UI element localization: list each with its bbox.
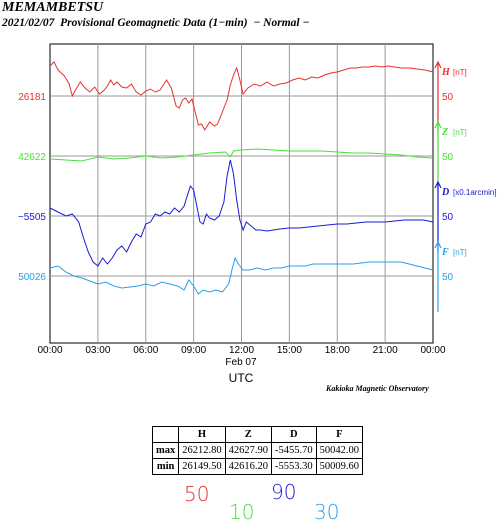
series-unit-z: [nT] <box>453 128 467 137</box>
stats-min-row: min 26149.50 42616.20 -5553.30 50009.60 <box>151 458 364 475</box>
base-label-d: −5505 <box>18 212 47 223</box>
axis-arrow-z <box>434 120 442 129</box>
stats-cell: -5455.70 <box>271 442 317 459</box>
series-lines <box>49 61 434 295</box>
series-unit-d: [x0.1arcmin] <box>453 188 497 197</box>
stats-header-cell: D <box>271 426 317 443</box>
series-unit-h: [nT] <box>453 68 467 77</box>
scale-note-f: 30 <box>314 500 340 524</box>
stats-header-cell: Z <box>224 426 273 443</box>
axis-arrow-f <box>434 240 442 249</box>
stats-row-label: min <box>151 458 180 475</box>
series-scale-z: 50 <box>442 152 454 163</box>
x-tick-label: 18:00 <box>325 345 350 356</box>
scale-note-d: 90 <box>271 480 297 504</box>
stats-cell: 50009.60 <box>315 458 364 475</box>
stats-header-cell: F <box>315 426 364 443</box>
stats-cell: 26149.50 <box>178 458 226 475</box>
series-line-z <box>49 148 434 162</box>
x-tick-label: 00:00 <box>37 345 62 356</box>
stats-header-row: H Z D F <box>151 426 364 443</box>
series-name-h: H <box>441 67 451 78</box>
x-tick-label: 00:00 <box>420 345 445 356</box>
stats-cell: 42616.20 <box>224 458 273 475</box>
x-tick-label: 06:00 <box>133 345 158 356</box>
stats-cell: -5553.30 <box>271 458 317 475</box>
stats-header-cell: H <box>178 426 226 443</box>
stats-header-cell <box>151 426 180 443</box>
series-unit-f: [nT] <box>453 248 467 257</box>
right-axis-labels: H [nT]50Z [nT]50D [x0.1arcmin]50F [nT]50 <box>434 60 497 312</box>
base-label-h: 26181 <box>18 92 46 103</box>
base-label-z: 42622 <box>18 152 46 163</box>
axis-arrow-h <box>434 60 442 69</box>
x-tick-label: 12:00 <box>229 345 254 356</box>
stats-cell: 42627.90 <box>224 442 273 459</box>
series-name-d: D <box>441 187 449 198</box>
scale-note-h: 50 <box>184 482 210 506</box>
series-line-f <box>49 256 434 295</box>
left-base-labels: 26181 42622 −5505 50026 <box>18 92 47 283</box>
x-tick-label: 09:00 <box>181 345 206 356</box>
source-credit: Kakioka Magnetic Observatory <box>326 384 429 393</box>
stats-cell: 26212.80 <box>178 442 226 459</box>
x-axis-label: UTC <box>229 371 254 385</box>
x-tick-labels: 00:00 03:00 06:00 09:00 12:00 15:00 18:00 21:00… <box>37 345 445 356</box>
x-tick-label: 21:00 <box>373 345 398 356</box>
scale-note-z: 10 <box>229 500 255 524</box>
chart-subtitle: 2021/02/07 Provisional Geomagnetic Data … <box>2 17 310 29</box>
axis-arrow-d <box>434 180 442 189</box>
base-label-f: 50026 <box>18 272 46 283</box>
stats-max-row: max 26212.80 42627.90 -5455.70 50042.00 <box>151 442 364 459</box>
x-tick-label: 15:00 <box>277 345 302 356</box>
stats-cell: 50042.00 <box>315 442 364 459</box>
x-tick-label: 03:00 <box>85 345 110 356</box>
series-name-f: F <box>441 247 449 258</box>
grid-lines <box>50 44 433 343</box>
date-label: Feb 07 <box>225 357 257 368</box>
magnetogram-chart: 00:00 03:00 06:00 09:00 12:00 15:00 18:00 21:00… <box>18 43 497 385</box>
series-scale-d: 50 <box>442 212 454 223</box>
series-scale-h: 50 <box>442 92 454 103</box>
series-line-h <box>49 61 434 132</box>
stats-row-label: max <box>151 442 180 459</box>
stats-table: H Z D F max 26212.80 42627.90 -5455.70 5… <box>151 426 364 475</box>
series-scale-f: 50 <box>442 272 454 283</box>
series-line-d <box>49 159 434 267</box>
station-title: MEMAMBETSU <box>2 0 104 15</box>
series-name-z: Z <box>441 127 448 138</box>
